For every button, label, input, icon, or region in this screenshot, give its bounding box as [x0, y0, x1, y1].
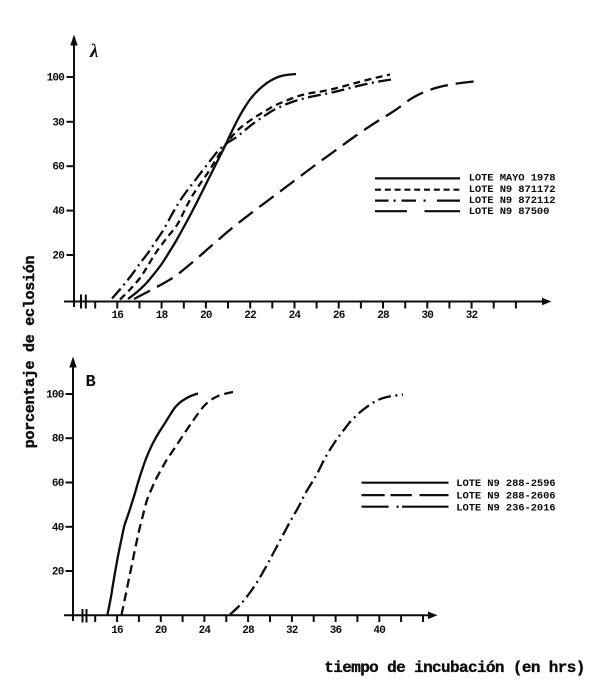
svg-text:porcentaje de eclosión: porcentaje de eclosión	[22, 255, 39, 448]
svg-text:26: 26	[333, 310, 345, 322]
svg-text:20: 20	[155, 625, 167, 637]
svg-text:LOTE N9 87500: LOTE N9 87500	[469, 206, 550, 218]
svg-text:24: 24	[289, 310, 302, 322]
svg-text:40: 40	[52, 522, 64, 534]
svg-text:20: 20	[200, 310, 212, 322]
svg-text:20: 20	[52, 567, 64, 579]
svg-text:B: B	[86, 373, 96, 392]
svg-text:32: 32	[466, 310, 478, 322]
svg-text:100: 100	[47, 73, 65, 85]
svg-text:LOTE N9 236-2016: LOTE N9 236-2016	[456, 502, 555, 514]
svg-text:32: 32	[286, 625, 298, 637]
svg-text:40: 40	[52, 206, 64, 218]
svg-text:30: 30	[52, 117, 64, 129]
svg-text:LOTE MAYO 1978: LOTE MAYO 1978	[469, 173, 556, 185]
svg-text:60: 60	[52, 162, 64, 174]
svg-text:100: 100	[46, 390, 64, 402]
svg-text:LOTE N9 288-2596: LOTE N9 288-2596	[456, 478, 555, 490]
svg-text:LOTE N9 871172: LOTE N9 871172	[469, 184, 556, 196]
svg-text:60: 60	[52, 478, 64, 490]
svg-text:80: 80	[52, 434, 64, 446]
svg-text:40: 40	[373, 625, 385, 637]
svg-text:16: 16	[111, 310, 123, 322]
svg-text:LOTE N9 872112: LOTE N9 872112	[469, 195, 556, 207]
svg-text:16: 16	[111, 625, 123, 637]
svg-text:36: 36	[330, 625, 342, 637]
svg-text:24: 24	[199, 625, 212, 637]
svg-text:tiempo de incubación (en hrs): tiempo de incubación (en hrs)	[324, 659, 584, 677]
svg-text:18: 18	[156, 310, 169, 322]
svg-text:28: 28	[377, 310, 390, 322]
svg-text:22: 22	[244, 310, 256, 322]
svg-text:LOTE N9 288-2606: LOTE N9 288-2606	[456, 490, 555, 502]
svg-text:30: 30	[421, 310, 433, 322]
svg-text:20: 20	[52, 251, 64, 263]
svg-text:28: 28	[242, 625, 255, 637]
svg-text:λ: λ	[89, 41, 98, 62]
